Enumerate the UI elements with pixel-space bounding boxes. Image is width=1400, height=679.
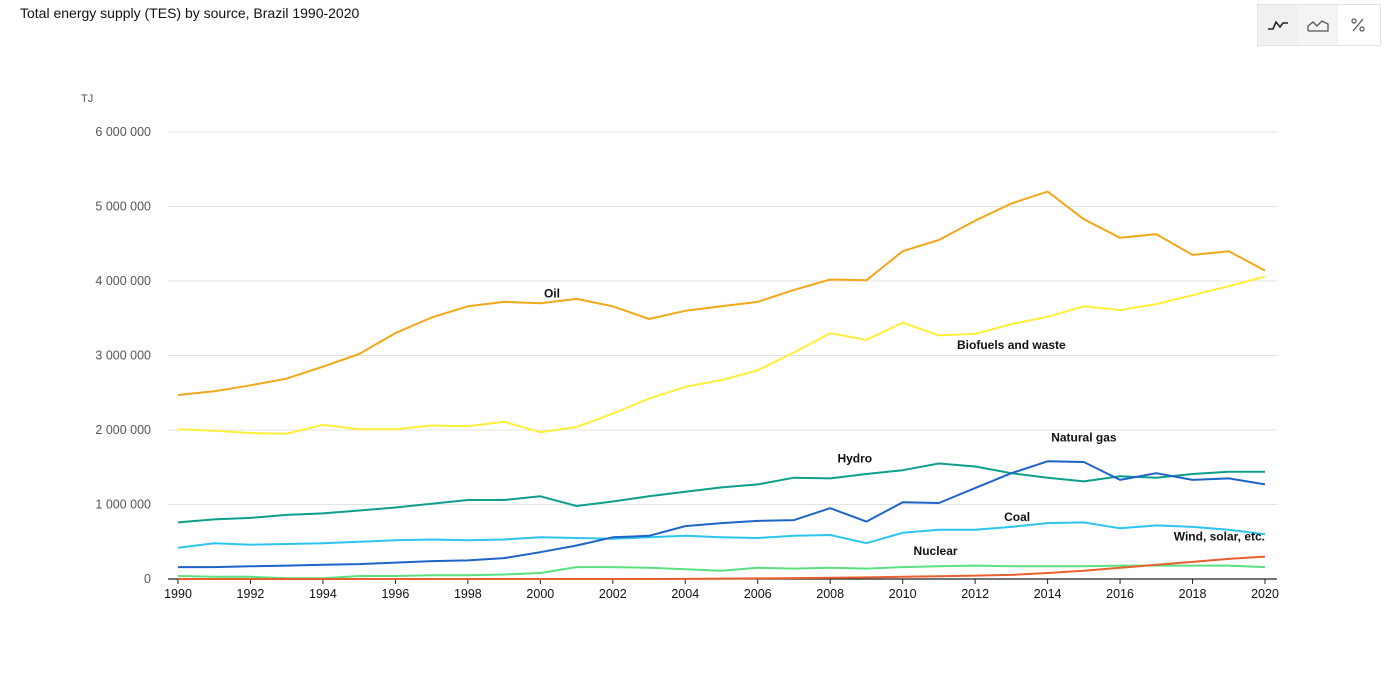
line-chart-button[interactable] xyxy=(1258,5,1298,45)
percent-icon xyxy=(1351,18,1365,32)
chart-title: Total energy supply (TES) by source, Bra… xyxy=(20,5,360,21)
y-tick-label: 5 000 000 xyxy=(95,200,151,214)
series-label-biofuels-and-waste: Biofuels and waste xyxy=(957,338,1066,352)
series-label-oil: Oil xyxy=(544,286,560,300)
series-line-wind-solar-etc[interactable] xyxy=(178,555,1266,580)
chart-type-toolbar xyxy=(1257,4,1381,46)
x-tick-label: 1994 xyxy=(309,587,337,601)
y-tick-label: 4 000 000 xyxy=(95,274,151,288)
series-line-hydro[interactable] xyxy=(177,462,1265,524)
x-tick-label: 1990 xyxy=(164,587,192,601)
area-chart-button[interactable] xyxy=(1298,5,1338,45)
x-tick-label: 2008 xyxy=(816,587,844,601)
line-chart-icon xyxy=(1268,20,1288,30)
y-gridlines xyxy=(168,131,1277,505)
x-tick-label: 2016 xyxy=(1106,587,1134,601)
series-line-nuclear[interactable] xyxy=(177,564,1266,580)
series-label-coal: Coal xyxy=(1004,510,1030,524)
x-tick-label: 2010 xyxy=(889,587,917,601)
x-tick-label: 1996 xyxy=(381,587,409,601)
x-tick-label: 2000 xyxy=(526,587,554,601)
series-labels: Oil Biofuels and waste Hydro Natural gas Coa… xyxy=(544,286,1265,558)
y-tick-label: 1 000 000 xyxy=(95,498,151,512)
x-tick-label: 1998 xyxy=(454,587,482,601)
series-label-hydro: Hydro xyxy=(837,451,872,465)
x-tick-label: 2004 xyxy=(671,587,699,601)
x-tick-label: 2014 xyxy=(1034,587,1062,601)
y-tick-label: 2 000 000 xyxy=(95,423,151,437)
series-label-natural-gas: Natural gas xyxy=(1051,430,1117,444)
series-line-coal[interactable] xyxy=(177,521,1266,549)
x-tick-label: 2020 xyxy=(1251,587,1279,601)
series-label-nuclear: Nuclear xyxy=(914,544,958,558)
series-line-biofuels-and-waste[interactable] xyxy=(177,275,1266,435)
percent-chart-button[interactable] xyxy=(1338,5,1378,45)
x-tick-label: 2006 xyxy=(744,587,772,601)
y-tick-label: 0 xyxy=(144,572,151,586)
x-tick-label: 2002 xyxy=(599,587,627,601)
x-axis: 1990 1992 1994 1996 1998 2000 2002 2004 2006 2008… xyxy=(164,578,1279,601)
area-chart-icon xyxy=(1307,20,1329,32)
y-tick-labels: 0 1 000 000 2 000 000 3 000 000 4 000 000 5 0… xyxy=(95,125,151,586)
series-lines xyxy=(177,190,1266,580)
y-axis-unit-label: TJ xyxy=(81,93,93,105)
y-tick-label: 3 000 000 xyxy=(95,349,151,363)
series-label-wind-solar-etc: Wind, solar, etc. xyxy=(1174,530,1265,544)
x-tick-label: 1992 xyxy=(237,587,265,601)
x-tick-label: 2012 xyxy=(961,587,989,601)
x-tick-label: 2018 xyxy=(1179,587,1207,601)
series-line-natural-gas[interactable] xyxy=(178,460,1266,569)
y-tick-label: 6 000 000 xyxy=(95,125,151,139)
series-line-oil[interactable] xyxy=(177,190,1266,396)
